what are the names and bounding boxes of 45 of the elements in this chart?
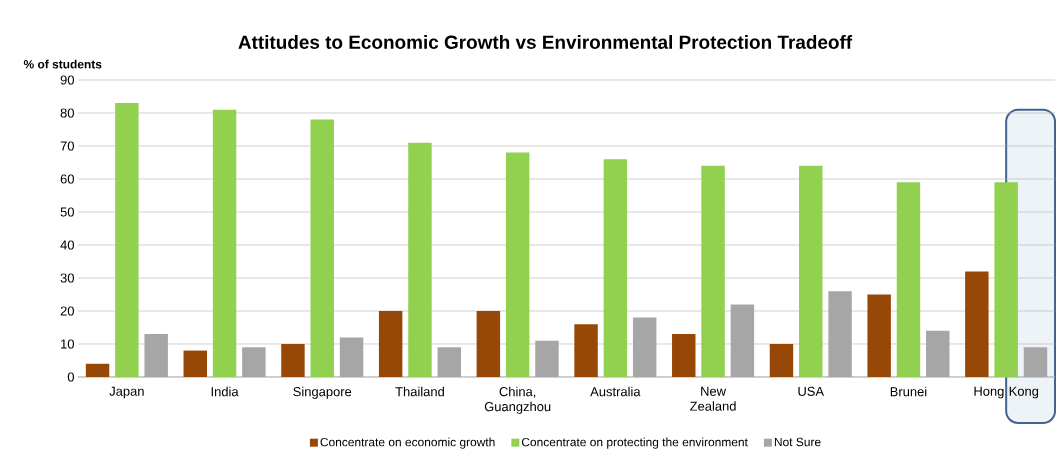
bar [867, 294, 891, 377]
bar [505, 152, 530, 377]
y-tick-label: 60 [60, 174, 74, 184]
bar [701, 165, 725, 377]
bar [85, 363, 110, 377]
y-tick-label: 70 [60, 141, 74, 151]
bar [183, 350, 207, 377]
legend-label: Concentrate on economic growth [320, 437, 495, 449]
y-tick-label: 50 [60, 207, 74, 217]
bar [115, 103, 139, 377]
bar [769, 343, 794, 377]
x-tick-label: Japan [109, 386, 144, 399]
y-axis-title: % of students [23, 59, 102, 69]
bar [476, 310, 501, 377]
x-tick-label: Thailand [395, 386, 444, 397]
x-tick-label: Hong Kong [974, 386, 1039, 399]
legend-label: Not Sure [774, 437, 821, 447]
bar [896, 182, 921, 377]
y-tick-label: 0 [67, 372, 74, 382]
bar [310, 119, 334, 377]
bar [378, 310, 403, 377]
bar [965, 271, 989, 377]
y-tick-label: 10 [61, 339, 74, 349]
bar [603, 159, 628, 377]
bar [281, 343, 305, 377]
chart-title: Attitudes to Economic Growth vs Environmental Protection Tradeoff [238, 35, 853, 49]
bar [799, 165, 823, 377]
y-tick-label: 90 [60, 75, 74, 85]
x-tick-label: Brunei [890, 386, 927, 397]
x-tick-label: New Zealand [690, 386, 736, 411]
bar [408, 142, 432, 377]
bar [212, 109, 237, 377]
legend-label: Concentrate on protecting the environment [521, 437, 748, 449]
y-tick-label: 40 [60, 240, 74, 250]
bar [672, 334, 696, 377]
y-tick-label: 20 [60, 306, 74, 316]
x-tick-label: Australia [590, 386, 641, 397]
x-tick-label: China, Guangzhou [484, 386, 551, 414]
y-tick-label: 30 [60, 273, 74, 283]
y-tick-label: 80 [60, 108, 74, 118]
x-tick-label: Singapore [293, 386, 352, 399]
bar [574, 324, 598, 377]
x-tick-label: USA [798, 386, 825, 396]
bar [994, 182, 1018, 377]
x-tick-label: India [211, 386, 239, 397]
